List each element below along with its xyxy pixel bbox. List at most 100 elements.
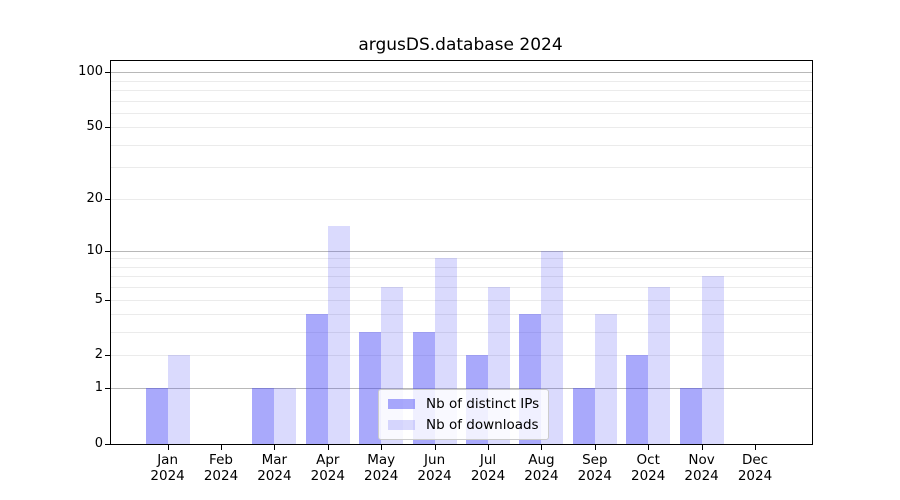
x-tick-month: Nov xyxy=(688,452,715,468)
y-tick xyxy=(105,198,110,200)
gridline-minor xyxy=(111,198,812,200)
x-tick-month: Apr xyxy=(316,452,340,468)
gridline-minor xyxy=(111,144,812,146)
x-tick-label: May 2024 xyxy=(351,452,411,484)
x-tick xyxy=(701,445,703,450)
x-tick-month: Jul xyxy=(479,452,497,468)
gridline-minor xyxy=(111,332,812,334)
x-tick-year: 2024 xyxy=(364,467,399,484)
plot-area: 0 1 2 5 10 20 50 100 Jan 2024 Feb 2024 Mar 2024 Apr 202… xyxy=(78,60,813,483)
x-tick-label: Feb 2024 xyxy=(191,452,251,484)
bar-downloads xyxy=(274,388,297,444)
x-tick-month: Oct xyxy=(636,452,660,468)
x-tick-label: Oct 2024 xyxy=(618,452,678,484)
x-tick-year: 2024 xyxy=(310,467,345,484)
x-tick-month: Feb xyxy=(209,452,233,468)
gridline-minor xyxy=(111,266,812,268)
gridline-minor xyxy=(111,112,812,114)
x-tick-year: 2024 xyxy=(150,467,185,484)
y-tick xyxy=(105,72,110,74)
x-tick-month: Sep xyxy=(582,452,608,468)
y-tick-label: 0 xyxy=(94,436,103,451)
x-tick-month: Mar xyxy=(261,452,288,468)
x-tick xyxy=(327,445,329,450)
legend-row: Nb of distinct IPs xyxy=(388,396,539,412)
bar-distinct-ips xyxy=(679,388,702,444)
x-tick-label: Nov 2024 xyxy=(672,452,732,484)
bar-distinct-ips xyxy=(572,388,595,444)
chart-title: argusDS.database 2024 xyxy=(358,35,563,55)
x-tick-year: 2024 xyxy=(684,467,719,484)
bar-downloads xyxy=(167,355,190,444)
gridline-minor xyxy=(111,276,812,278)
x-tick xyxy=(434,445,436,450)
legend-label: Nb of distinct IPs xyxy=(426,396,540,412)
gridline-minor xyxy=(111,80,812,82)
x-tick xyxy=(755,445,756,450)
bar-downloads xyxy=(594,314,617,444)
y-tick xyxy=(105,355,110,357)
y-tick xyxy=(105,299,110,301)
x-tick xyxy=(541,445,543,450)
y-tick xyxy=(105,127,110,129)
x-tick xyxy=(648,445,650,450)
gridline-minor xyxy=(111,100,812,102)
gridline-minor xyxy=(111,89,812,91)
x-tick-year: 2024 xyxy=(470,467,506,484)
bar-distinct-ips xyxy=(359,332,382,444)
y-tick-label: 100 xyxy=(78,64,103,80)
x-tick-label: Jun 2024 xyxy=(405,452,465,484)
y-tick-label: 5 xyxy=(94,291,103,307)
x-tick-label: Jul 2024 xyxy=(458,452,518,484)
x-tick-month: Jun xyxy=(424,452,446,468)
bar-downloads xyxy=(701,276,724,444)
x-tick xyxy=(167,445,169,450)
x-tick-label: Mar 2024 xyxy=(244,452,304,484)
x-tick xyxy=(594,445,596,450)
bar-distinct-ips xyxy=(252,388,275,444)
x-tick-label: Sep 2024 xyxy=(565,452,625,484)
bar-distinct-ips xyxy=(305,314,328,444)
x-tick-month: May xyxy=(367,452,396,468)
gridline-minor xyxy=(111,258,812,260)
x-tick-year: 2024 xyxy=(631,467,666,484)
legend-label: Nb of downloads xyxy=(426,417,539,433)
gridline-minor xyxy=(111,299,812,301)
x-tick xyxy=(221,445,222,450)
gridline-major xyxy=(111,250,812,252)
bar-downloads xyxy=(648,287,671,444)
x-tick xyxy=(274,445,276,450)
x-tick xyxy=(381,445,383,450)
y-tick xyxy=(105,250,110,252)
y-tick-label: 1 xyxy=(94,380,103,396)
gridline-minor xyxy=(111,287,812,289)
y-tick-label: 20 xyxy=(86,190,103,206)
x-tick xyxy=(488,445,489,450)
x-tick-year: 2024 xyxy=(577,467,612,484)
x-tick-month: Jan xyxy=(157,452,178,468)
x-tick-label: Dec 2024 xyxy=(725,452,785,484)
x-tick-year: 2024 xyxy=(203,467,239,484)
gridline-minor xyxy=(111,127,812,129)
x-tick-label: Apr 2024 xyxy=(298,452,358,484)
y-tick-label: 50 xyxy=(86,119,103,135)
legend: Nb of distinct IPs Nb of downloads xyxy=(378,389,550,440)
gridline-minor xyxy=(111,314,812,316)
y-tick-label: 2 xyxy=(94,347,103,363)
legend-swatch xyxy=(388,399,415,409)
x-tick-year: 2024 xyxy=(417,467,452,484)
x-tick-label: Aug 2024 xyxy=(511,452,571,484)
y-tick-label: 10 xyxy=(86,242,103,258)
legend-row: Nb of downloads xyxy=(388,417,539,433)
gridline-minor xyxy=(111,355,812,357)
bar-distinct-ips xyxy=(145,388,168,444)
x-tick-month: Dec xyxy=(741,452,769,468)
x-tick-year: 2024 xyxy=(737,467,773,484)
x-tick-label: Jan 2024 xyxy=(138,452,198,484)
gridline-minor xyxy=(111,167,812,169)
x-tick-month: Aug xyxy=(528,452,555,468)
gridline-major xyxy=(111,388,812,390)
bar-distinct-ips xyxy=(626,355,649,444)
y-tick xyxy=(105,388,110,390)
